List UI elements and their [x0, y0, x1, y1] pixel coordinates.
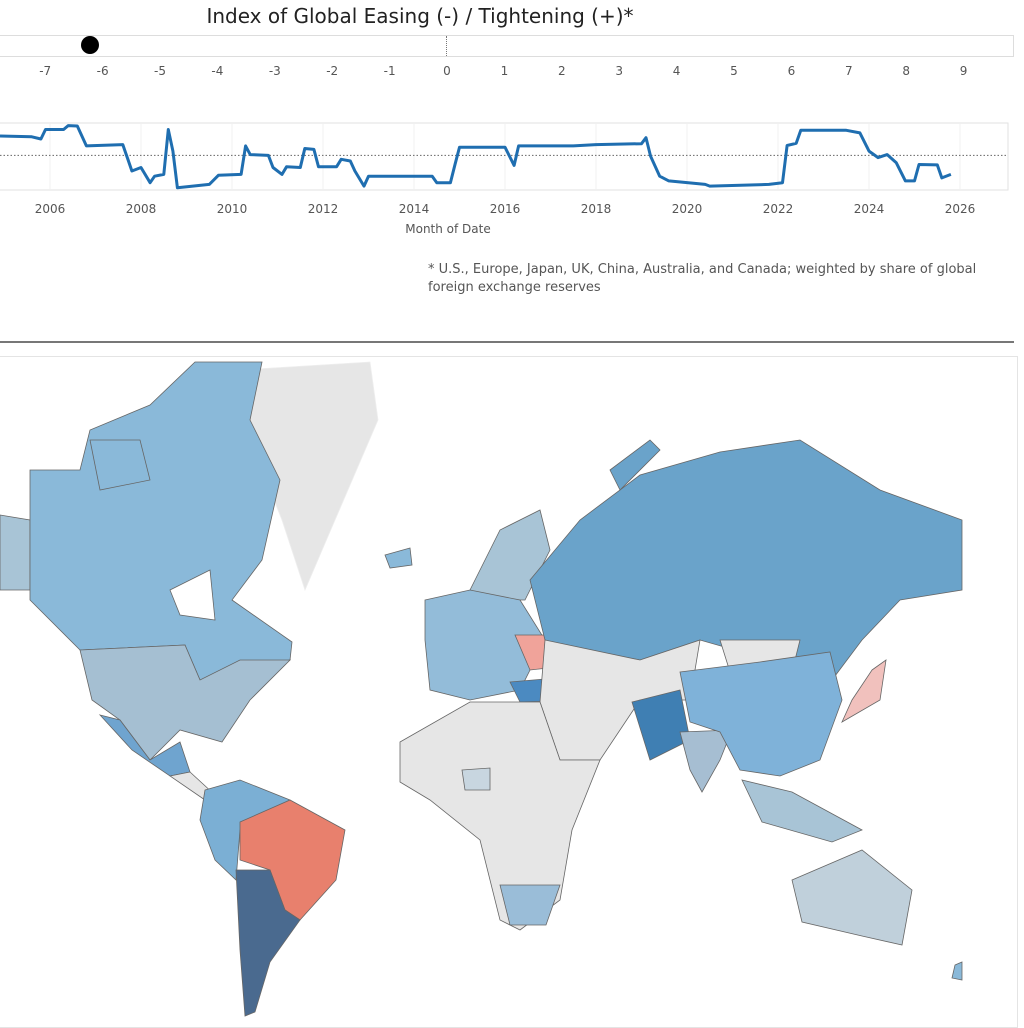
x-tick-label: 2010: [217, 202, 248, 216]
x-tick-label: 2008: [126, 202, 157, 216]
x-tick-label: 2018: [581, 202, 612, 216]
world-map[interactable]: [0, 352, 1024, 1024]
gauge-tick-label: 1: [501, 64, 509, 78]
x-tick-label: 2014: [399, 202, 430, 216]
gauge-tick-label: -2: [326, 64, 338, 78]
gauge-tick-label: 9: [960, 64, 968, 78]
japan[interactable]: [842, 660, 886, 722]
gauge-tick-label: 7: [845, 64, 853, 78]
x-tick-label: 2016: [490, 202, 521, 216]
index-line-chart[interactable]: 2006 2008 2010 2012 2014 2016 2018 2020 2022 2024…: [0, 115, 1024, 245]
gauge-tick-label: 5: [730, 64, 738, 78]
australia[interactable]: [792, 850, 912, 945]
southeast-asia[interactable]: [742, 780, 862, 842]
gauge-tick-label: -3: [269, 64, 281, 78]
south-africa[interactable]: [500, 885, 560, 925]
x-tick-label: 2024: [854, 202, 885, 216]
iceland[interactable]: [385, 548, 412, 568]
footnote: * U.S., Europe, Japan, UK, China, Austra…: [428, 261, 1008, 297]
gauge-tick-label: -1: [384, 64, 396, 78]
new-zealand[interactable]: [952, 962, 962, 980]
dashboard-title: Index of Global Easing (-) / Tightening …: [0, 4, 840, 28]
x-tick-label: 2006: [35, 202, 66, 216]
alaska[interactable]: [0, 515, 30, 590]
gauge-tick-label: 2: [558, 64, 566, 78]
current-value-marker[interactable]: [81, 36, 99, 54]
pakistan[interactable]: [632, 690, 690, 760]
x-axis-label: Month of Date: [405, 222, 491, 236]
gauge-tick-label: 4: [673, 64, 681, 78]
gauge-tick-label: 8: [902, 64, 910, 78]
gauge-tick-label: 6: [788, 64, 796, 78]
gauge-tick-label: -4: [211, 64, 223, 78]
x-tick-label: 2020: [672, 202, 703, 216]
current-index-gauge: [0, 35, 1014, 57]
gauge-tick-label: -5: [154, 64, 166, 78]
section-divider: [0, 341, 1014, 343]
gauge-tick-label: 3: [615, 64, 623, 78]
x-tick-label: 2026: [945, 202, 976, 216]
usa[interactable]: [80, 645, 290, 760]
gauge-tick-label: 0: [443, 64, 451, 78]
x-tick-label: 2012: [308, 202, 339, 216]
gauge-tick-label: -6: [97, 64, 109, 78]
gauge-tick-label: -7: [39, 64, 51, 78]
nigeria[interactable]: [462, 768, 490, 790]
gauge-zero-line: [446, 36, 447, 56]
x-tick-label: 2022: [763, 202, 794, 216]
